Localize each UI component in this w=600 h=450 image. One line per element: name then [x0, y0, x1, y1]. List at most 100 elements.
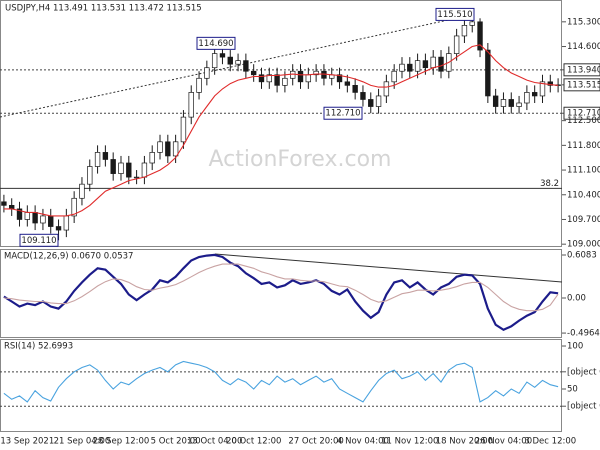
- price-panel: [0, 0, 562, 247]
- y-tick-label: 111.800: [567, 141, 600, 151]
- annotation-label: 112.710: [325, 109, 360, 119]
- y-tick-label: 50: [567, 385, 578, 395]
- series-line: [3, 253, 559, 332]
- candle-body: [383, 81, 390, 97]
- candle-body: [204, 67, 210, 79]
- candle-body: [516, 102, 522, 107]
- candle-body: [391, 70, 397, 83]
- candle-body: [414, 60, 421, 72]
- candle-body: [258, 74, 265, 83]
- candle-body: [375, 95, 382, 107]
- x-tick-label: 13 Oct 04:00: [187, 437, 242, 447]
- candle-body: [211, 53, 218, 69]
- candle-body: [196, 77, 202, 93]
- rsi-title: RSI(14) 52.6993: [4, 342, 73, 352]
- candle-body: [172, 141, 179, 157]
- candle-body: [469, 21, 475, 26]
- candle-body: [40, 215, 46, 224]
- x-tick-label: 21 Sep 04:00: [54, 437, 111, 447]
- y-tick-label: 109.700: [567, 215, 600, 225]
- trend-line: [0, 16, 463, 118]
- macd-panel: [0, 249, 562, 338]
- candle-body: [461, 25, 468, 37]
- candle-body: [32, 212, 38, 224]
- annotation-label: 115.510: [437, 10, 472, 20]
- fib-label: 38.2: [540, 179, 559, 189]
- candle-body: [500, 99, 507, 107]
- x-tick-label: 28 Sep 12:00: [93, 437, 150, 447]
- candle-body: [274, 74, 280, 86]
- candle-body: [250, 70, 257, 76]
- candle-body: [422, 60, 429, 69]
- candle-body: [407, 63, 413, 72]
- candle-body: [282, 77, 288, 86]
- y-tick-label: [object Object]: [567, 402, 600, 412]
- candle-body: [477, 21, 483, 51]
- annotation-label: 114.690: [198, 39, 233, 49]
- x-tick-label: 4 Nov 04:00: [337, 437, 389, 447]
- candle-body: [79, 183, 85, 199]
- y-tick-label: 109.000: [567, 240, 600, 250]
- watermark: ActionForex.com: [209, 147, 392, 172]
- annotation-box: [435, 7, 475, 21]
- y-tick-label: 112.500: [567, 116, 600, 126]
- x-tick-label: 11 Nov 12:00: [381, 437, 438, 447]
- candle-body: [336, 74, 343, 83]
- candle-body: [235, 60, 241, 65]
- rsi-panel: [0, 339, 562, 432]
- candle-body: [118, 162, 124, 174]
- annotation-box: [323, 106, 363, 120]
- x-tick-label: 18 Nov 20:00: [436, 437, 493, 447]
- candle-body: [360, 92, 366, 100]
- x-tick-label: 27 Oct 20:00: [288, 437, 343, 447]
- y-tick-label: 111.100: [567, 166, 600, 176]
- y-tick-label: -0.4964: [567, 329, 600, 339]
- candle-body: [126, 162, 132, 178]
- candle-body: [305, 74, 312, 83]
- candle-body: [508, 99, 514, 107]
- candle-body: [430, 56, 436, 69]
- candle-body: [547, 81, 553, 86]
- candle-body: [63, 215, 70, 231]
- macd-title: MACD(12,26,9) 0.0670 0.0537: [4, 252, 133, 262]
- candle-body: [110, 159, 116, 174]
- candle-body: [539, 81, 546, 97]
- candle-body: [485, 49, 491, 97]
- tick-highlight: [563, 78, 600, 92]
- y-tick-label: 114.600: [567, 42, 600, 52]
- series-line: [3, 263, 559, 312]
- candle-body: [157, 141, 163, 153]
- candle-body: [149, 152, 155, 164]
- candle-body: [71, 197, 77, 217]
- y-tick-label: 113.940: [567, 65, 600, 75]
- x-tick-label: 5 Oct 20:00: [151, 437, 201, 447]
- candle-body: [227, 56, 233, 65]
- tick-highlight: [563, 106, 600, 120]
- series-line: [3, 360, 559, 403]
- candle-body: [438, 56, 444, 72]
- candle-body: [165, 141, 171, 157]
- candle-body: [524, 92, 530, 104]
- x-tick-label: 20 Oct 12:00: [226, 437, 281, 447]
- y-tick-label: 112.710: [567, 109, 600, 119]
- series-line: [3, 44, 559, 217]
- y-tick-label: 115.300: [567, 17, 600, 27]
- tick-highlight: [563, 63, 600, 77]
- candle-body: [1, 201, 7, 206]
- y-tick-label: 100: [567, 342, 583, 352]
- x-tick-label: 26 Nov 04:00: [475, 437, 532, 447]
- candle-body: [531, 92, 538, 97]
- candle-body: [297, 70, 304, 83]
- candle-body: [102, 152, 109, 160]
- candle-body: [188, 92, 194, 118]
- candle-body: [344, 81, 351, 86]
- candle-body: [48, 215, 54, 227]
- candle-body: [94, 152, 101, 167]
- macd-trend-line: [214, 253, 563, 283]
- candle-body: [180, 116, 187, 143]
- candle-body: [55, 226, 62, 231]
- x-tick-label: 13 Sep 2021: [0, 437, 54, 447]
- candle-body: [16, 208, 23, 220]
